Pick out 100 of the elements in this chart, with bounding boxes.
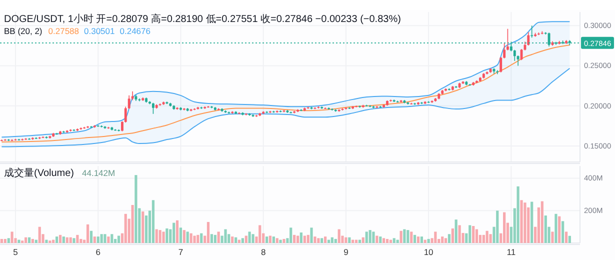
- bar: [382, 238, 386, 243]
- bar: [530, 202, 534, 243]
- bar: [7, 238, 10, 243]
- bar: [310, 228, 313, 243]
- bar: [334, 238, 337, 243]
- bar: [231, 236, 234, 243]
- bar: [272, 236, 275, 243]
- bar: [520, 200, 523, 243]
- bar: [300, 232, 302, 243]
- line-series: [1, 44, 570, 142]
- bar: [96, 236, 100, 243]
- bar: [72, 238, 76, 243]
- annotation: 0.24676: [120, 26, 151, 36]
- x-tick-label: 5: [13, 247, 18, 258]
- bar: [282, 238, 286, 243]
- x-tick-label: 9: [344, 247, 349, 258]
- bar: [486, 230, 488, 243]
- bar: [413, 234, 416, 243]
- bar: [152, 200, 155, 243]
- bar: [134, 175, 138, 243]
- candlestick: [506, 28, 509, 51]
- x-tick-label: 10: [424, 247, 434, 258]
- bar: [444, 238, 448, 243]
- annotation: 0.30501: [84, 26, 116, 36]
- bar: [58, 234, 62, 243]
- bar: [217, 232, 220, 243]
- bar: [314, 236, 316, 243]
- bar: [386, 238, 389, 243]
- bar: [496, 210, 499, 243]
- bar: [266, 236, 268, 243]
- bar: [193, 236, 196, 243]
- bar: [224, 229, 227, 243]
- candlestick: [513, 49, 516, 62]
- bar: [10, 232, 14, 243]
- annotation: 0.27588: [48, 26, 80, 36]
- bar: [551, 232, 554, 243]
- bar: [62, 236, 65, 243]
- bar: [166, 228, 168, 243]
- bar: [45, 240, 48, 243]
- annotation: 44.142M: [82, 168, 116, 178]
- bar: [489, 234, 492, 243]
- chart-title: DOGE/USDT, 1小时 开=0.28079 高=0.28190 低=0.27551 收=0.27846 −0.00233 (−0.83%): [4, 13, 401, 25]
- bar: [403, 229, 406, 243]
- bar: [28, 237, 31, 243]
- bar: [158, 230, 162, 243]
- bar: [362, 237, 364, 243]
- bar: [258, 225, 262, 243]
- bar: [0, 238, 3, 243]
- bar: [410, 232, 413, 243]
- bar: [468, 225, 472, 243]
- chart-title: 成交量(Volume): [4, 167, 74, 179]
- bar: [268, 236, 272, 243]
- bar: [290, 228, 292, 243]
- bar: [303, 236, 306, 243]
- bar: [338, 229, 340, 243]
- bar: [24, 237, 28, 243]
- bar: [434, 232, 437, 243]
- bar: [372, 232, 375, 243]
- bar: [131, 204, 134, 243]
- bar: [516, 186, 520, 243]
- bar: [248, 232, 251, 243]
- bar: [379, 236, 382, 243]
- bar: [406, 230, 410, 243]
- bar: [244, 236, 248, 243]
- bar: [365, 232, 368, 243]
- bar: [420, 236, 424, 243]
- bar: [252, 234, 254, 243]
- x-tick-label: 6: [96, 247, 101, 258]
- bar: [427, 238, 430, 243]
- bar: [348, 237, 351, 243]
- x-tick-label: 11: [506, 247, 516, 258]
- bar: [66, 237, 68, 243]
- bar: [482, 234, 485, 243]
- bar: [142, 211, 144, 243]
- bar: [392, 238, 396, 243]
- bar: [568, 236, 571, 243]
- bar: [234, 237, 238, 243]
- bar: [93, 236, 96, 243]
- bar: [176, 220, 179, 243]
- bar: [293, 234, 296, 243]
- bar: [80, 238, 82, 243]
- bar: [179, 228, 182, 243]
- bar: [540, 201, 544, 243]
- bar: [296, 236, 300, 243]
- bar: [214, 234, 216, 243]
- bar: [196, 234, 200, 243]
- bar: [276, 238, 278, 243]
- bar: [172, 222, 176, 243]
- bar: [104, 234, 106, 243]
- bar: [124, 214, 127, 243]
- bar: [38, 226, 41, 243]
- bar: [4, 238, 6, 243]
- bar: [76, 234, 79, 243]
- bar: [107, 236, 110, 243]
- bar: [206, 222, 210, 243]
- bar: [55, 236, 58, 243]
- bar: [279, 240, 282, 243]
- bar: [475, 229, 478, 243]
- bar: [155, 229, 158, 243]
- bar: [524, 202, 526, 243]
